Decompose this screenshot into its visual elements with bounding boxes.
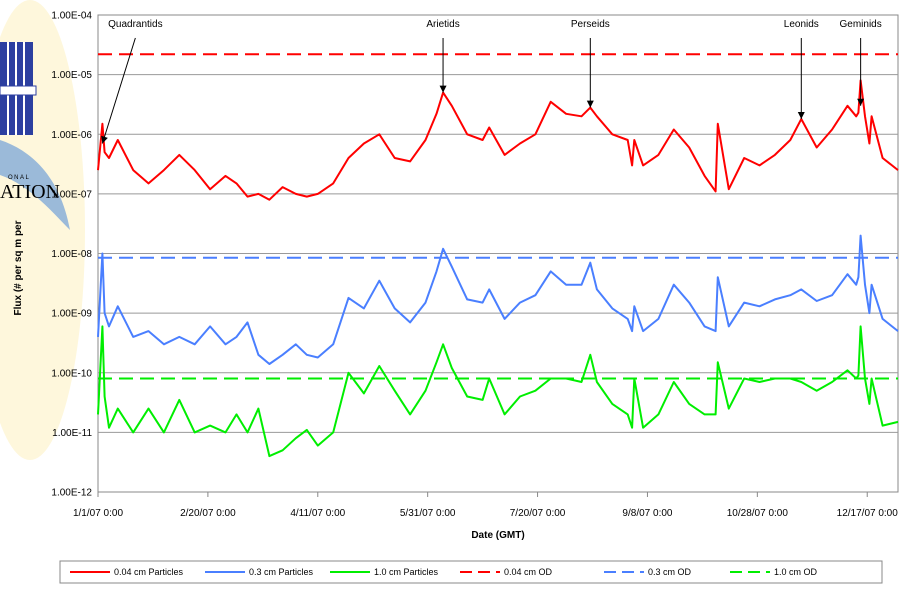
annotation-label: Quadrantids xyxy=(108,19,162,30)
annotation-arrowhead xyxy=(797,112,805,120)
x-tick-label: 2/20/07 0:00 xyxy=(180,508,236,519)
annotations: Quadrantids Arietids Perseids Leonids Gemini… xyxy=(101,19,882,144)
series-line-3 xyxy=(97,325,899,458)
legend-label-1: 0.04 cm Particles xyxy=(114,567,184,577)
x-tick-label: 1/1/07 0:00 xyxy=(73,508,123,519)
legend-label-6: 1.0 cm OD xyxy=(774,567,818,577)
annotation-arrowhead xyxy=(586,100,594,108)
y-tick-label: 1.00E-10 xyxy=(51,368,92,379)
logo: ONAL ATION xyxy=(0,0,85,460)
series-layer xyxy=(97,53,899,458)
y-tick-label: 1.00E-04 xyxy=(51,11,92,22)
annotation-arrowhead xyxy=(439,85,447,93)
y-tick-label: 1.00E-06 xyxy=(51,130,92,141)
y-tick-label: 1.00E-05 xyxy=(51,70,92,81)
series-line-2 xyxy=(97,234,899,365)
legend-label-2: 0.3 cm Particles xyxy=(249,567,314,577)
x-tick-label: 4/11/07 0:00 xyxy=(290,508,345,519)
logo-word-main: ATION xyxy=(0,181,60,203)
legend-label-3: 1.0 cm Particles xyxy=(374,567,439,577)
annotation-arrow xyxy=(101,37,136,144)
y-tick-label: 1.00E-07 xyxy=(51,189,92,200)
y-tick-label: 1.00E-11 xyxy=(52,428,92,439)
x-ticks xyxy=(97,492,868,497)
annotation-arrowhead xyxy=(857,98,865,106)
annotation-arrowhead xyxy=(101,135,108,144)
legend: 0.04 cm Particles 0.3 cm Particles 1.0 cm … xyxy=(70,567,818,577)
series-line-1 xyxy=(97,79,899,201)
x-tick-label: 12/17/07 0:00 xyxy=(837,508,899,519)
gridlines xyxy=(98,74,898,433)
x-tick-label: 7/20/07 0:00 xyxy=(510,508,566,519)
y-tick-label: 1.00E-12 xyxy=(51,488,92,499)
logo-swoosh xyxy=(0,140,70,230)
x-tick-label: 5/31/07 0:00 xyxy=(400,508,456,519)
y-tick-label: 1.00E-08 xyxy=(51,249,92,260)
annotation-label: Perseids xyxy=(571,19,610,30)
x-axis-title: Date (GMT) xyxy=(471,530,524,541)
legend-label-4: 0.04 cm OD xyxy=(504,567,553,577)
y-tick-label: 1.00E-09 xyxy=(51,309,92,320)
annotation-label: Arietids xyxy=(426,19,459,30)
y-axis-title: Flux (# per sq m per xyxy=(13,220,24,315)
x-tick-label: 9/8/07 0:00 xyxy=(622,508,672,519)
annotation-label: Leonids xyxy=(784,19,819,30)
legend-label-5: 0.3 cm OD xyxy=(648,567,692,577)
x-tick-labels: 1/1/07 0:00 2/20/07 0:00 4/11/07 0:00 5/31/… xyxy=(73,508,898,519)
logo-truss xyxy=(0,85,37,96)
annotation-label: Geminids xyxy=(840,19,882,30)
y-tick-labels: 1.00E-12 1.00E-11 1.00E-10 1.00E-09 1.00E-08… xyxy=(51,11,92,499)
x-tick-label: 10/28/07 0:00 xyxy=(727,508,789,519)
logo-word-top: ONAL xyxy=(8,175,30,181)
